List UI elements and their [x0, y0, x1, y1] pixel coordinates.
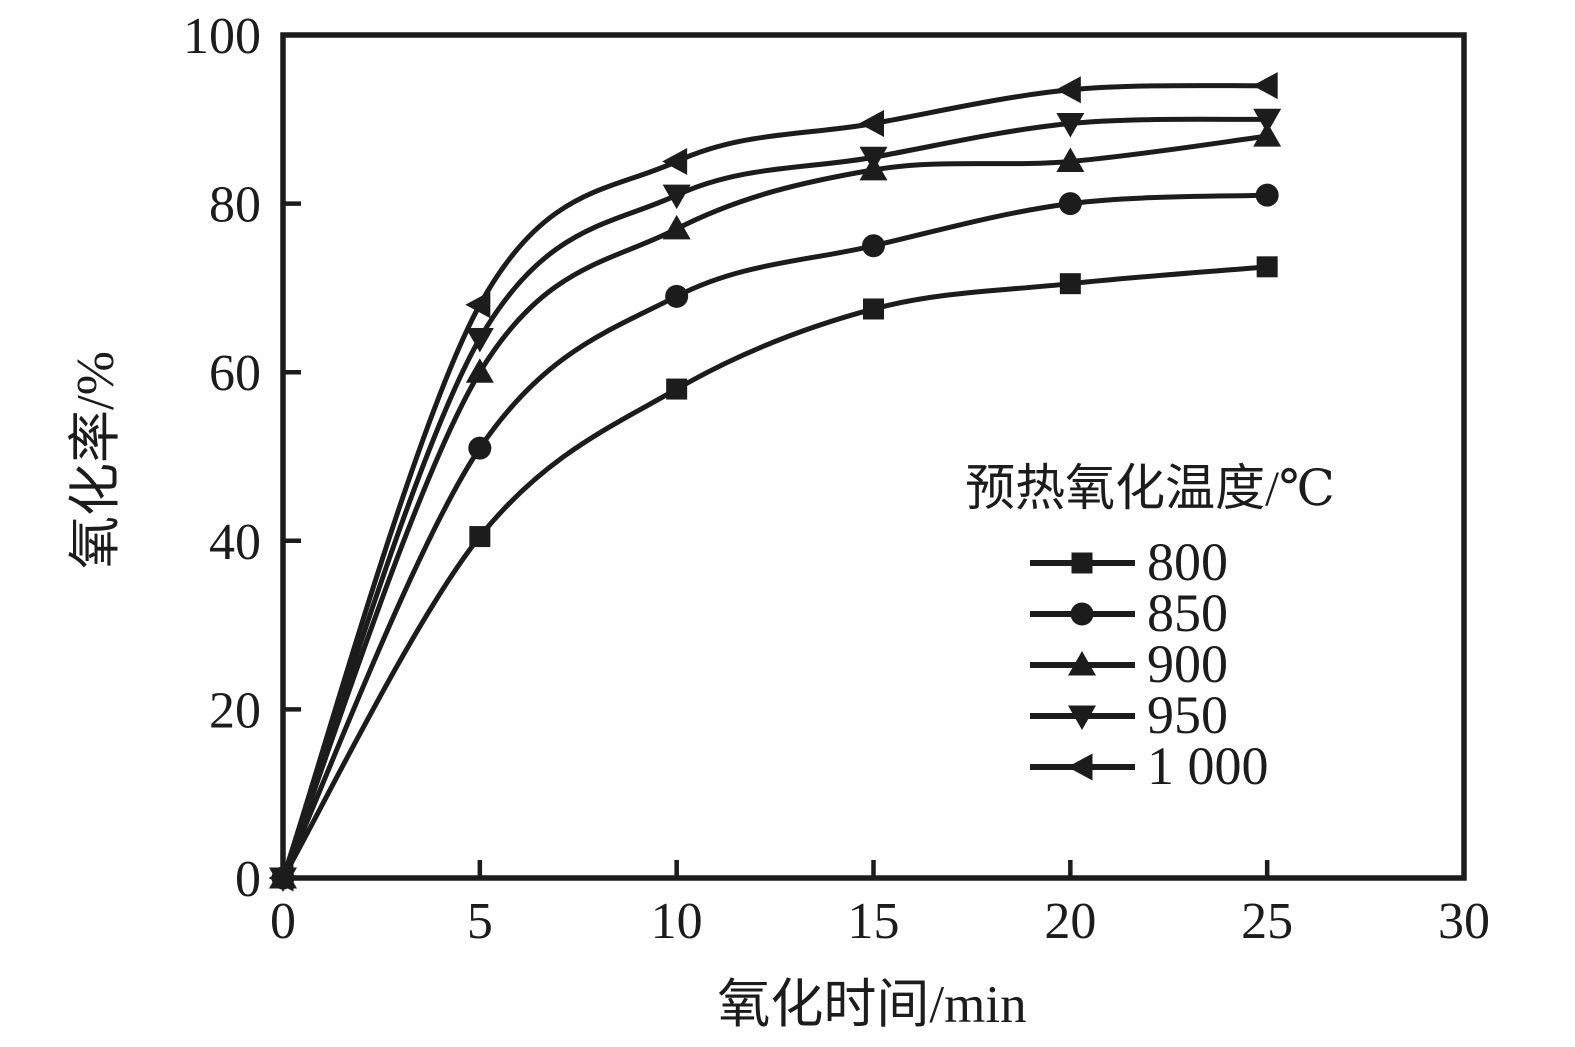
- legend-entry-1000: 1 000: [1030, 736, 1269, 796]
- square-icon: [469, 526, 491, 548]
- legend-label: 950: [1147, 685, 1228, 745]
- triangle-down-icon: [465, 327, 494, 353]
- triangle-left-icon: [1252, 72, 1278, 100]
- y-tick-label: 20: [209, 682, 261, 739]
- legend-label: 1 000: [1147, 736, 1269, 796]
- triangle-left-icon: [662, 147, 688, 175]
- y-tick-label: 60: [209, 345, 261, 402]
- triangle-left-icon: [465, 291, 491, 319]
- x-tick-label: 20: [1044, 893, 1096, 950]
- legend-entry-950: 950: [1030, 685, 1228, 745]
- legend-entry-850: 850: [1030, 583, 1228, 643]
- x-tick-label: 10: [651, 893, 703, 950]
- triangle-left-icon: [268, 864, 294, 892]
- legend-label: 900: [1147, 634, 1228, 694]
- triangle-up-icon: [465, 358, 494, 383]
- triangle-down-icon: [1253, 108, 1282, 134]
- square-icon: [863, 298, 884, 320]
- triangle-left-icon: [1067, 753, 1093, 781]
- triangle-up-icon: [662, 214, 691, 240]
- x-tick-label: 15: [848, 893, 900, 950]
- series-line-800: [280, 264, 1270, 881]
- circle-icon: [1255, 183, 1279, 207]
- circle-icon: [1058, 192, 1082, 216]
- y-tick-label: 80: [209, 177, 261, 234]
- legend-title: 预热氧化温度/℃: [965, 460, 1335, 516]
- y-tick-label: 0: [235, 851, 261, 908]
- circle-icon: [665, 284, 689, 308]
- legend-entry-900: 900: [1030, 634, 1228, 694]
- triangle-left-icon: [1055, 76, 1081, 104]
- x-tick-label: 0: [270, 893, 296, 950]
- triangle-up-icon: [1056, 147, 1085, 172]
- y-axis-title: 氧化率/%: [67, 351, 125, 569]
- x-axis-title: 氧化时间/min: [717, 976, 1026, 1034]
- triangle-left-icon: [859, 110, 884, 138]
- x-tick-label: 30: [1438, 893, 1490, 950]
- legend-entry-800: 800: [1030, 532, 1228, 592]
- square-icon: [1256, 256, 1278, 278]
- y-tick-label: 40: [209, 514, 261, 571]
- x-tick-label: 25: [1241, 893, 1293, 950]
- triangle-up-icon: [1253, 122, 1282, 147]
- triangle-down-icon: [859, 146, 888, 172]
- square-icon: [1059, 273, 1081, 295]
- square-icon: [666, 378, 688, 400]
- square-icon: [1071, 552, 1093, 574]
- circle-icon: [1070, 602, 1094, 626]
- legend-label: 800: [1147, 532, 1228, 592]
- triangle-down-icon: [1056, 113, 1085, 138]
- triangle-down-icon: [662, 184, 691, 210]
- x-tick-label: 5: [467, 893, 493, 950]
- axis-ticks: 0 5 10 15 20 25 30 0 20 40 60 80 100: [183, 8, 1490, 950]
- data-series: [268, 72, 1282, 892]
- triangle-up-icon: [1068, 651, 1096, 676]
- circle-icon: [862, 234, 885, 258]
- triangle-down-icon: [1068, 705, 1096, 730]
- legend-label: 850: [1147, 583, 1228, 643]
- series-line-850: [280, 192, 1270, 881]
- y-tick-label: 100: [183, 8, 261, 65]
- circle-icon: [468, 436, 492, 460]
